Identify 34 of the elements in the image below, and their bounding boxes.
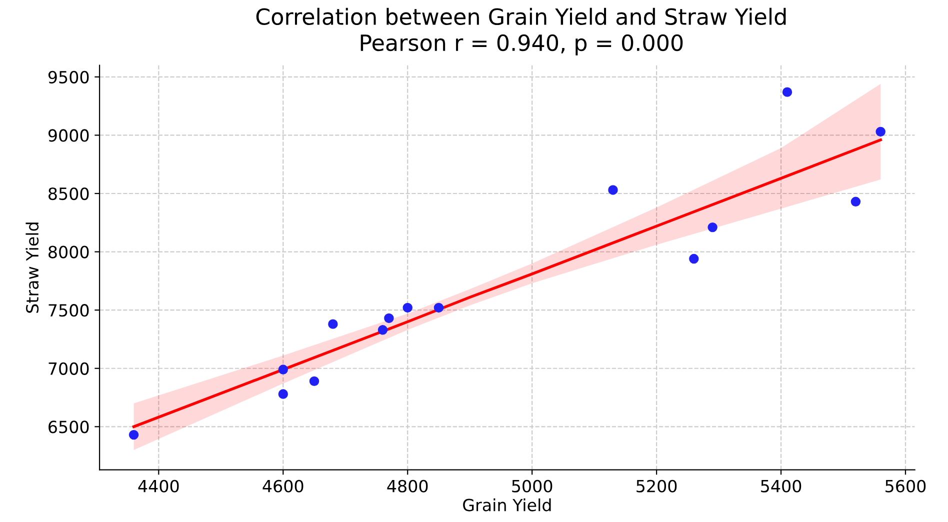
x-tick-label: 4800 <box>387 480 428 492</box>
line-series <box>132 138 882 428</box>
point <box>128 430 139 440</box>
chart-title: Correlation between Grain Yield and Straw Yield <box>256 8 786 26</box>
point <box>309 376 320 386</box>
point <box>434 302 444 313</box>
point <box>328 319 338 329</box>
y-tick-label: 7500 <box>48 304 89 317</box>
point <box>278 364 288 374</box>
point <box>689 254 699 264</box>
point <box>876 126 886 137</box>
point <box>708 222 718 232</box>
x-tick-label: 4400 <box>138 480 179 492</box>
point <box>608 185 618 195</box>
y-tick-label: 8500 <box>48 187 89 200</box>
chart-subtitle: Pearson r = 0.940, p = 0.000 <box>360 34 683 56</box>
point <box>278 389 288 399</box>
point <box>850 196 861 207</box>
point <box>782 87 792 97</box>
x-tick-label: 5000 <box>512 480 552 492</box>
x-tick-label: 5200 <box>636 480 677 492</box>
point <box>384 313 394 324</box>
x-tick-label: 4600 <box>262 480 304 492</box>
y-tick-label: 7000 <box>48 362 89 375</box>
x-tick-label: 5600 <box>886 480 926 492</box>
y-tick-label: 8000 <box>48 246 89 258</box>
point <box>378 325 388 335</box>
y-axis-title: Straw Yield <box>26 222 39 313</box>
y-tick-label: 9000 <box>48 129 89 142</box>
point <box>402 302 412 313</box>
x-axis-title: Grain Yield <box>463 498 551 512</box>
y-tick-label: 6500 <box>48 420 89 434</box>
x-tick-label: 5400 <box>761 480 802 492</box>
y-tick-label: 9500 <box>48 70 89 84</box>
